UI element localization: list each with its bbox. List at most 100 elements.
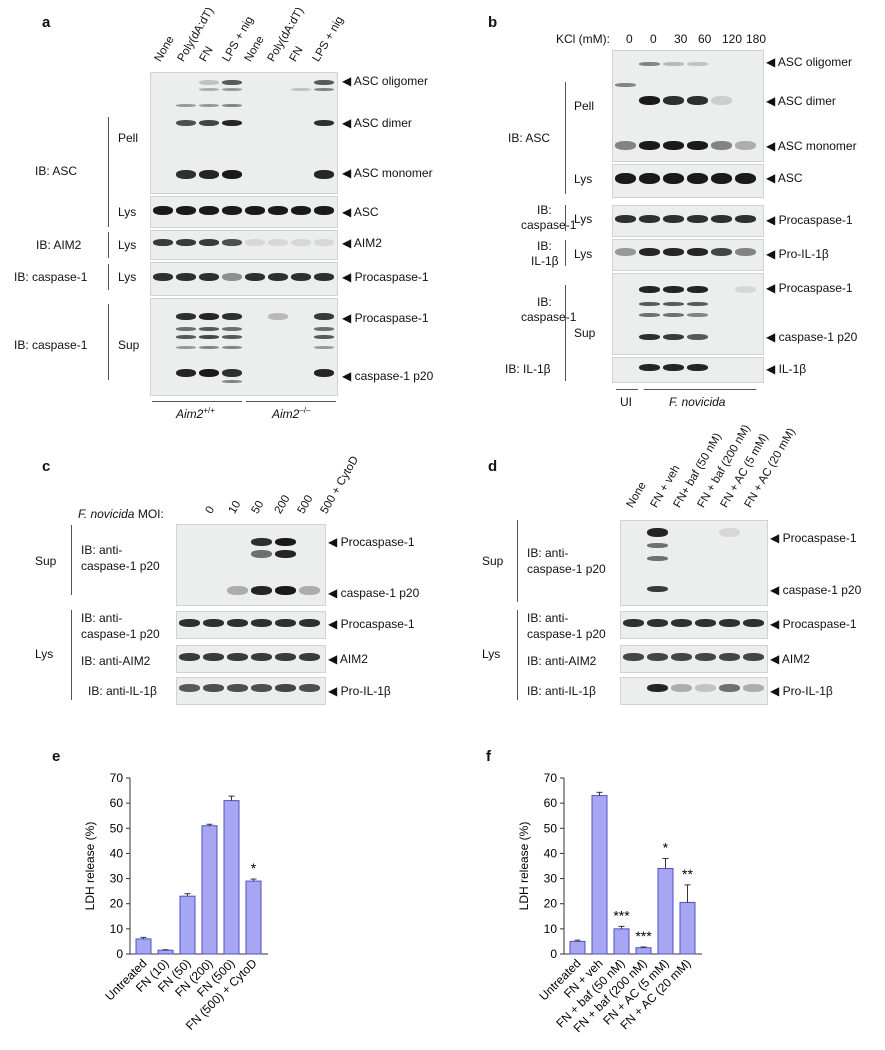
a-frac-sup: Sup (118, 338, 140, 352)
band (314, 335, 334, 339)
band (291, 239, 311, 246)
band (639, 141, 660, 150)
band (176, 239, 196, 246)
c-arrow-p20: ◀ caspase-1 p20 (328, 586, 420, 600)
d-ib-il1b: IB: anti-IL-1β (527, 684, 596, 698)
y-tick-label: 50 (544, 821, 558, 835)
band (251, 586, 272, 595)
a-arrow-dimer: ◀ ASC dimer (342, 116, 412, 130)
a-ib-asc: IB: ASC (35, 164, 78, 178)
b-arrow-oligomer: ◀ ASC oligomer (766, 55, 852, 69)
band (275, 586, 296, 595)
band (299, 619, 320, 627)
blot-d-lys-casp1 (620, 611, 768, 639)
significance-marker: * (251, 860, 257, 876)
band (663, 141, 684, 150)
c-lanes-3: 200 (272, 493, 293, 516)
a-ib-casp1-lys: IB: caspase-1 (14, 270, 88, 284)
band (179, 684, 200, 692)
band (268, 206, 288, 215)
band (314, 327, 334, 331)
band (314, 170, 334, 179)
band (222, 346, 242, 349)
c-ib-lys-2: caspase-1 p20 (81, 627, 160, 641)
band (663, 313, 684, 317)
band (687, 173, 708, 184)
band (275, 619, 296, 627)
band (735, 215, 756, 223)
a-frac-lys1: Lys (118, 205, 137, 219)
band (314, 80, 334, 85)
band (615, 215, 636, 223)
panel-d-letter: d (488, 458, 498, 475)
band (245, 273, 265, 281)
band (251, 653, 272, 661)
c-arrow-procasp: ◀ Procaspase-1 (328, 535, 415, 549)
y-tick-label: 10 (110, 922, 124, 936)
y-tick-label: 20 (110, 897, 124, 911)
band (687, 248, 708, 256)
band (647, 586, 668, 592)
c-arrow-aim2: ◀ AIM2 (328, 652, 368, 666)
y-tick-label: 70 (110, 771, 124, 785)
b-ui-label: UI (620, 395, 632, 409)
band (291, 88, 311, 91)
band (176, 104, 196, 107)
bar (179, 895, 196, 955)
band (199, 273, 219, 281)
band (687, 302, 708, 306)
bar (135, 938, 152, 955)
a-frac-lys2: Lys (118, 238, 137, 252)
band (203, 684, 224, 692)
b-arrow-proil1b: ◀ Pro-IL-1β (766, 247, 829, 261)
y-tick-label: 0 (116, 947, 123, 961)
y-axis-label: LDH release (%) (83, 822, 97, 911)
band (222, 313, 242, 320)
a-genotype-wt: Aim2+/+ (176, 406, 215, 421)
band (663, 173, 684, 184)
a-frac-pell: Pell (118, 131, 139, 145)
band (639, 215, 660, 223)
panel-b-letter: b (488, 14, 498, 31)
a-ib-aim2: IB: AIM2 (36, 238, 82, 252)
band (314, 313, 334, 320)
b-ib-casp1-sup-a: IB: (537, 295, 552, 309)
panel-a-letter: a (42, 14, 51, 31)
band (176, 170, 196, 179)
bar (591, 795, 608, 955)
band (176, 273, 196, 281)
band (275, 684, 296, 692)
bar (613, 928, 630, 955)
band (695, 684, 716, 692)
b-arrow-p20: ◀ caspase-1 p20 (766, 330, 858, 344)
a-genotype-ko: Aim2–/– (272, 406, 311, 421)
band (153, 206, 173, 215)
band (199, 335, 219, 339)
a-arrow-p20: ◀ caspase-1 p20 (342, 369, 434, 383)
band (275, 550, 296, 558)
d-arrow-il1b: ◀ Pro-IL-1β (770, 684, 833, 698)
band (251, 619, 272, 627)
band (176, 120, 196, 126)
band (176, 335, 196, 339)
band (314, 369, 334, 377)
d-ib-sup-2: caspase-1 p20 (527, 562, 606, 576)
band (275, 653, 296, 661)
band (199, 327, 219, 331)
band (711, 173, 732, 184)
d-frac-sup: Sup (482, 554, 504, 568)
band (199, 120, 219, 126)
b-ib-casp1-sup-b: caspase-1 (521, 310, 577, 324)
c-moi-label: F. novicida MOI: (78, 507, 164, 521)
band (314, 120, 334, 126)
band (227, 586, 248, 595)
band (647, 684, 668, 692)
significance-marker: * (663, 839, 669, 855)
b-arrow-monomer: ◀ ASC monomer (766, 139, 857, 153)
d-arrow-procasp-lys: ◀ Procaspase-1 (770, 617, 857, 631)
band (222, 239, 242, 246)
band (299, 684, 320, 692)
band (719, 653, 740, 661)
y-tick-label: 40 (544, 846, 558, 860)
